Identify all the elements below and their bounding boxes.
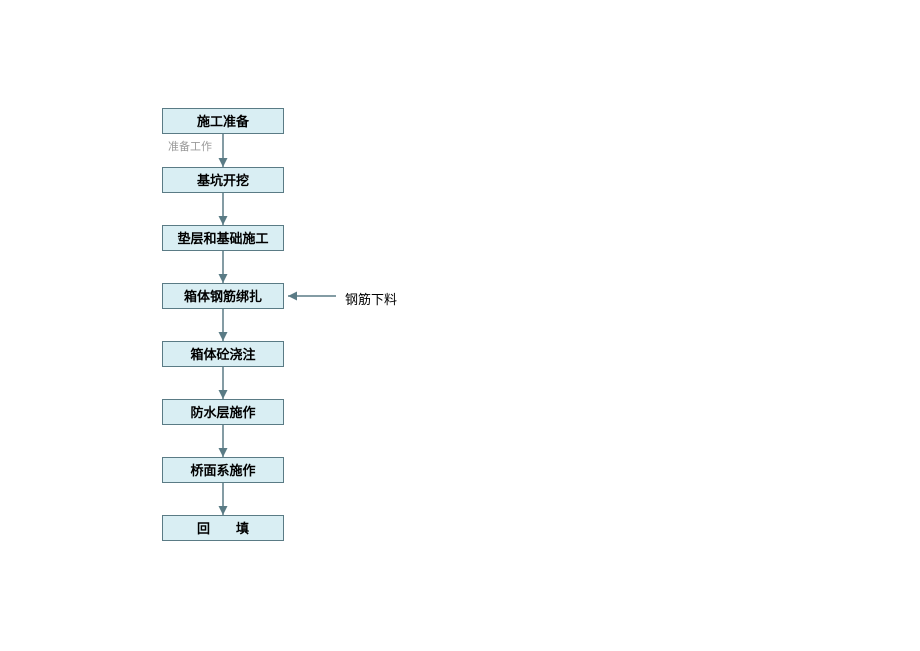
side-label-left: 准备工作 [168,138,212,154]
flow-node-n1: 施工准备 [162,108,284,134]
flow-node-n4: 箱体钢筋绑扎 [162,283,284,309]
flow-node-n2: 基坑开挖 [162,167,284,193]
flow-node-n3: 垫层和基础施工 [162,225,284,251]
flow-node-n5: 箱体砼浇注 [162,341,284,367]
flow-node-n8: 回 填 [162,515,284,541]
flow-node-n7: 桥面系施作 [162,457,284,483]
flow-node-n6: 防水层施作 [162,399,284,425]
flow-edges [0,0,920,651]
side-input-label: 钢筋下料 [345,289,397,308]
flowchart-canvas: 施工准备基坑开挖垫层和基础施工箱体钢筋绑扎箱体砼浇注防水层施作桥面系施作回 填 准… [0,0,920,651]
